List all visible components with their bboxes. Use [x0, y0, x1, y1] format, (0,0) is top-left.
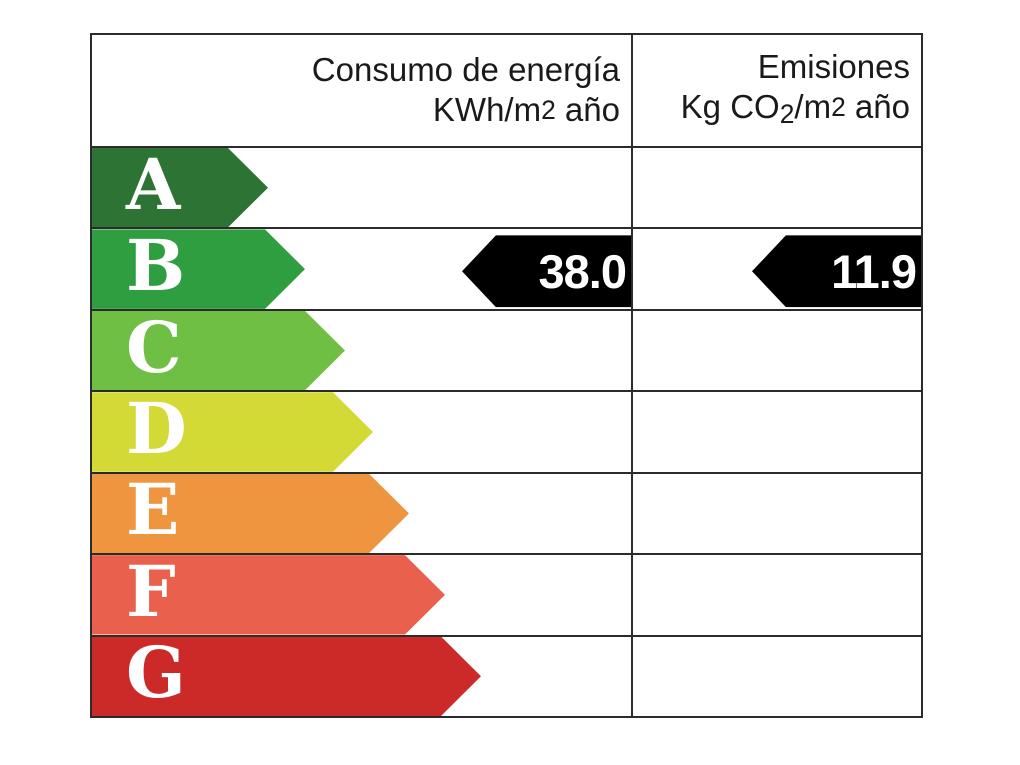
rating-row-f: F	[92, 555, 921, 637]
rating-g-consumption-cell: G	[92, 636, 633, 716]
rating-b-letter: B	[126, 224, 186, 308]
rating-g-emissions-cell	[633, 637, 921, 716]
rating-f-letter: F	[126, 549, 176, 633]
rating-a-arrow: A	[92, 148, 268, 227]
rating-g-arrow: G	[92, 637, 481, 716]
emissions-value: 11.9	[831, 244, 917, 298]
rating-c-consumption-cell: C	[92, 310, 633, 391]
rating-g-letter: G	[126, 631, 186, 715]
co2-subscript: 2	[779, 98, 795, 129]
rating-b-emissions-cell: 11.9	[633, 229, 921, 308]
rating-b-arrow: B	[92, 229, 305, 308]
rating-f-arrow: F	[92, 555, 445, 634]
rating-a-emissions-cell	[633, 148, 921, 227]
consumption-value-arrow: 38.0	[462, 235, 631, 308]
emissions-m2-exponent: 2	[831, 92, 846, 123]
rating-d-letter: D	[126, 386, 187, 470]
rating-c-letter: C	[126, 305, 182, 389]
consumption-column-header: Consumo de energía KWh/m2 año	[92, 35, 633, 146]
rating-row-b: B 38.0 11.9	[92, 229, 921, 311]
rating-e-emissions-cell	[633, 474, 921, 553]
rating-a-letter: A	[126, 142, 181, 226]
emissions-value-arrow: 11.9	[752, 235, 921, 308]
rating-d-arrow: D	[92, 392, 373, 471]
emissions-header-line1: Emisiones	[757, 48, 910, 86]
rating-row-a: A	[92, 148, 921, 230]
rating-f-consumption-cell: F	[92, 555, 633, 635]
rating-d-consumption-cell: D	[92, 392, 633, 472]
consumption-header-line2: KWh/m2 año	[432, 91, 620, 129]
rating-row-g: G	[92, 636, 921, 716]
emissions-header-line2: Kg CO2/m2 año	[680, 88, 910, 129]
rating-row-e: E	[92, 473, 921, 556]
rating-e-consumption-cell: E	[92, 473, 633, 554]
consumption-header-line1: Consumo de energía	[311, 51, 620, 89]
rating-row-d: D	[92, 392, 921, 474]
consumption-value: 38.0	[538, 244, 627, 298]
rating-e-letter: E	[126, 468, 180, 552]
rating-f-emissions-cell	[633, 555, 921, 634]
rating-row-c: C	[92, 310, 921, 393]
rating-e-arrow: E	[92, 474, 409, 553]
consumption-m2-exponent: 2	[541, 95, 556, 126]
rating-d-emissions-cell	[633, 392, 921, 471]
emissions-column-header: Emisiones Kg CO2/m2 año	[633, 35, 921, 146]
rating-b-consumption-cell: B 38.0	[92, 229, 633, 309]
rating-a-consumption-cell: A	[92, 148, 633, 228]
rating-c-arrow: C	[92, 311, 345, 390]
energy-rating-label: Consumo de energía KWh/m2 año Emisiones …	[90, 33, 923, 718]
header-row: Consumo de energía KWh/m2 año Emisiones …	[92, 35, 921, 148]
rating-c-emissions-cell	[633, 311, 921, 390]
